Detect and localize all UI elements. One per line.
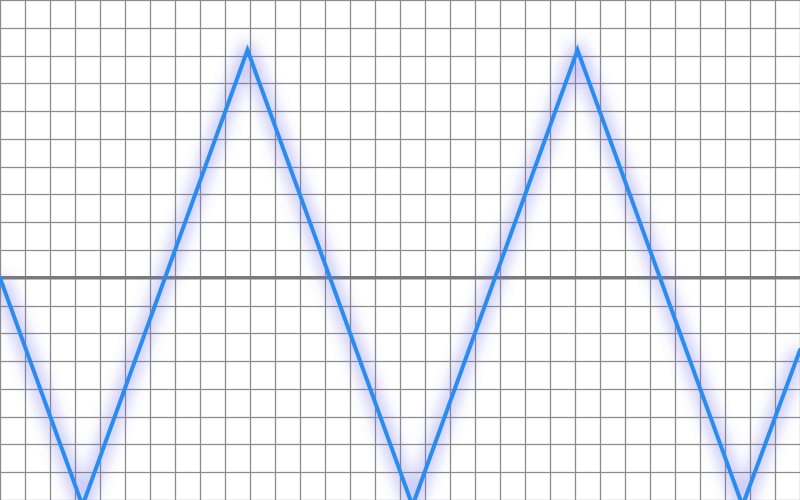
triangle-wave-chart xyxy=(0,0,800,500)
chart-svg xyxy=(0,0,800,500)
